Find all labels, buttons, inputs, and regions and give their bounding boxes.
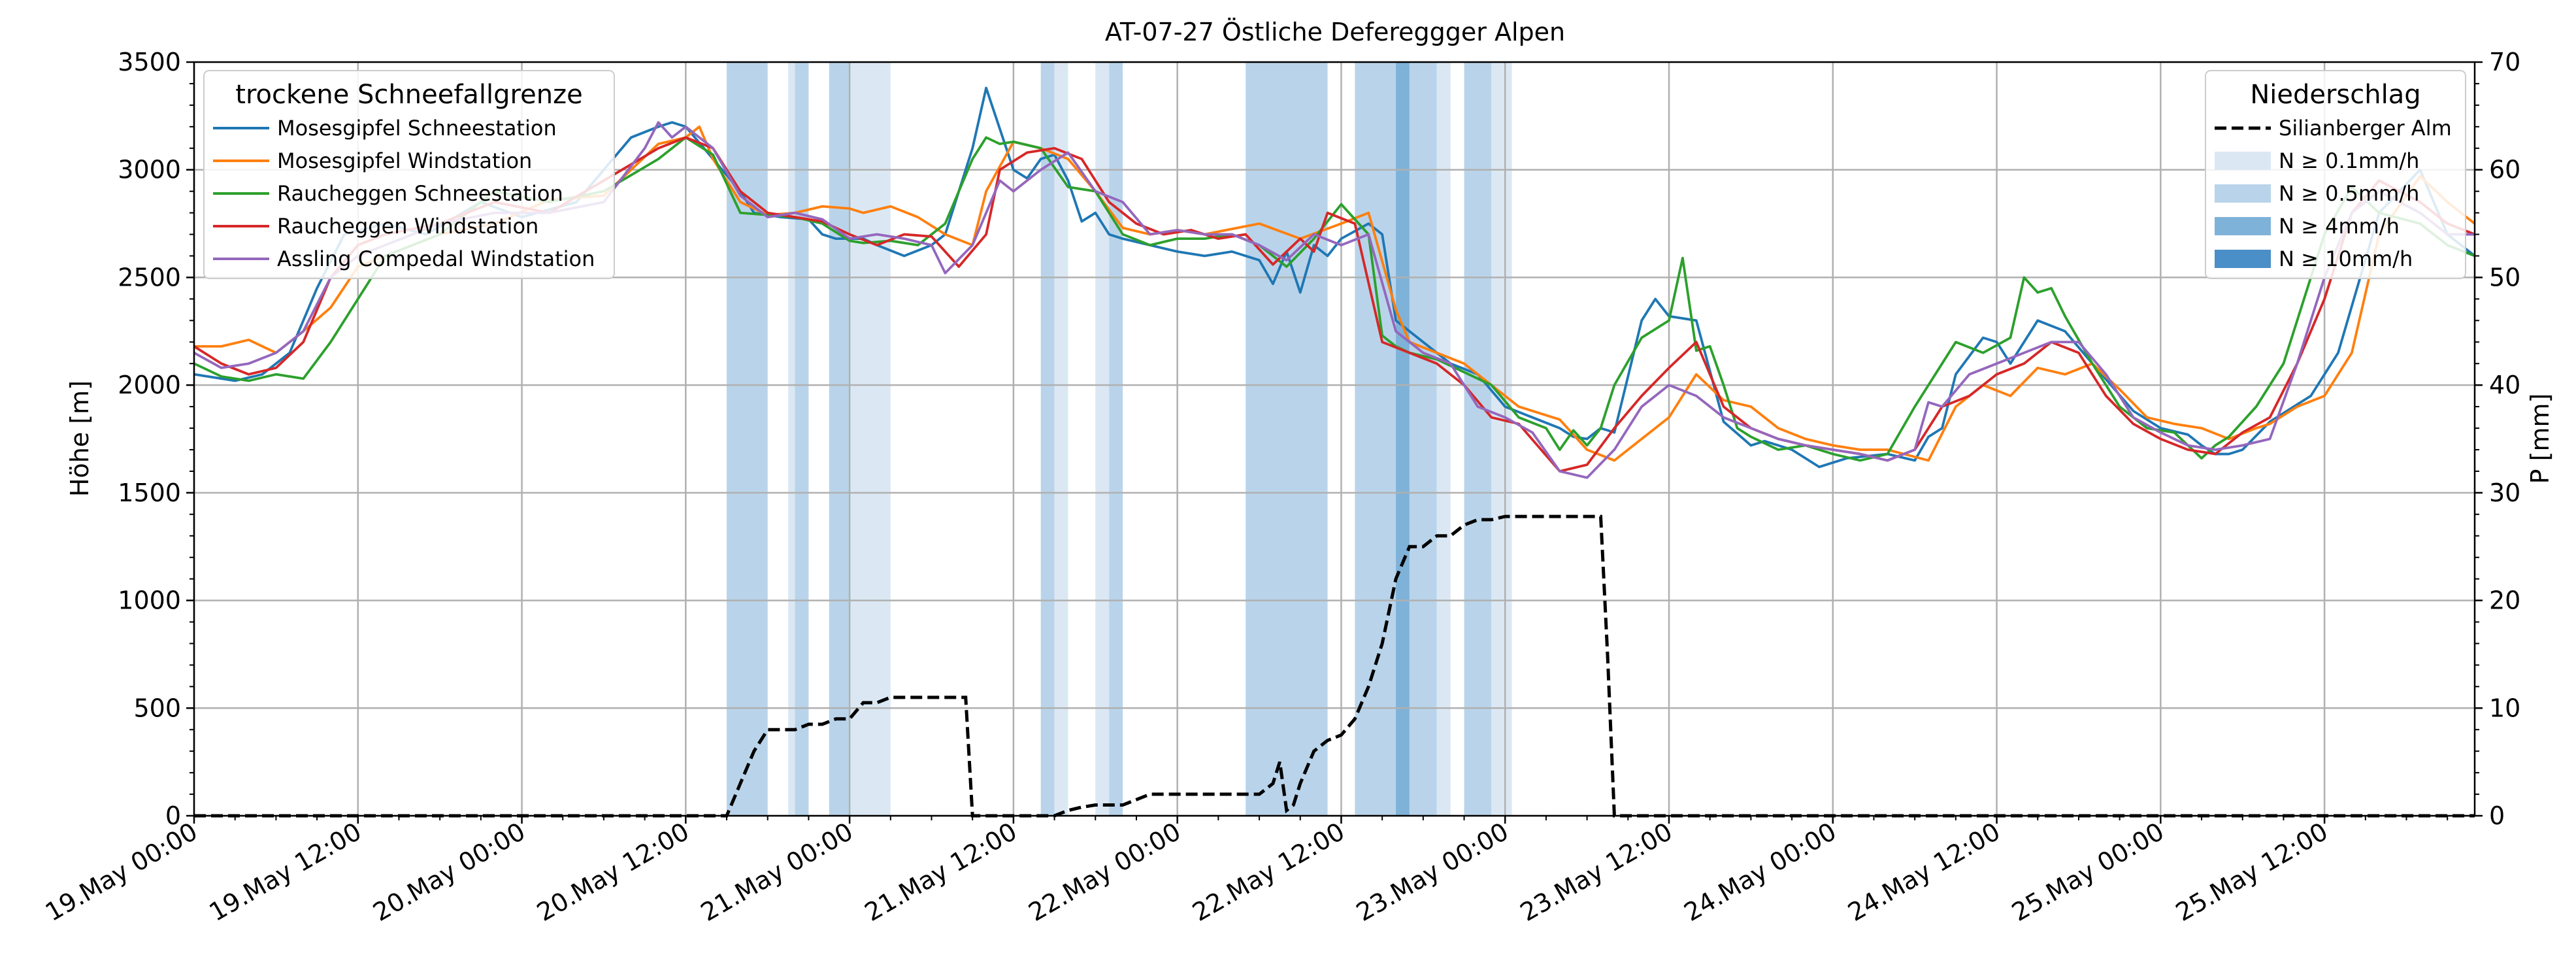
- precip-band: [1491, 62, 1512, 816]
- precip-band: [829, 62, 850, 816]
- precip-band: [1040, 62, 1055, 816]
- precip-band: [795, 62, 809, 816]
- legend-title-precip: Niederschlag: [2250, 80, 2420, 110]
- precip-band: [1409, 62, 1437, 816]
- y-tick-label-right: 0: [2489, 801, 2505, 830]
- precip-band: [1396, 62, 1410, 816]
- precip-band: [850, 62, 891, 816]
- precip-band: [1436, 62, 1451, 816]
- precip-band: [1109, 62, 1123, 816]
- snowline-series: [193, 86, 2476, 479]
- legend-label: Raucheggen Schneestation: [277, 181, 563, 206]
- series-line-raucheggen-schneestation: [193, 136, 2475, 462]
- y-tick-label-left: 3000: [118, 156, 181, 184]
- y-tick-label-left: 3500: [118, 48, 181, 76]
- y-tick-label-left: 1500: [118, 478, 181, 507]
- y-tick-label-right: 20: [2489, 586, 2520, 615]
- legend-box-snowline: [203, 70, 615, 279]
- series-line-raucheggen-windstation: [193, 136, 2475, 473]
- y-tick-label-left: 2500: [118, 263, 181, 292]
- series-line-mosesgipfel-schneestation: [193, 86, 2476, 469]
- precip-band: [1095, 62, 1110, 816]
- precip-band: [1355, 62, 1396, 816]
- y-tick-label-left: 1000: [118, 586, 181, 615]
- legend-snowline: trockene Schneefallgrenze Mosesgipfel Sch…: [203, 70, 615, 279]
- legend-swatch-band: [2215, 250, 2271, 268]
- y-tick-label-right: 50: [2489, 263, 2520, 292]
- y-tick-label-left: 500: [133, 694, 181, 722]
- y-tick-label-left: 2000: [118, 371, 181, 399]
- precip-line-silianberger-alm: [194, 514, 2475, 818]
- legend-label: N ≥ 10mm/h: [2279, 246, 2413, 271]
- legend-swatch-band: [2215, 184, 2271, 203]
- precipitation-bands: [727, 62, 1512, 816]
- chart-title: AT-07-27 Östliche Defereggger Alpen: [1105, 18, 1565, 46]
- legend-label: Assling Compedal Windstation: [277, 246, 595, 271]
- legend-swatch-band: [2215, 217, 2271, 235]
- legend-label: N ≥ 0.5mm/h: [2279, 181, 2419, 206]
- legend-label: Mosesgipfel Schneestation: [277, 116, 557, 141]
- y-tick-label-right: 70: [2489, 48, 2520, 76]
- precip-band: [1246, 62, 1328, 816]
- plot-frame: [193, 61, 2476, 817]
- legend-label: N ≥ 0.1mm/h: [2279, 148, 2419, 173]
- series-line-assling-compedal-windstation: [193, 121, 2475, 479]
- y-tick-label-right: 40: [2489, 371, 2520, 399]
- legend-title-snowline: trockene Schneefallgrenze: [235, 80, 582, 110]
- legend-label: Mosesgipfel Windstation: [277, 148, 532, 173]
- y-tick-label-right: 60: [2489, 156, 2520, 184]
- y-tick-label-right: 30: [2489, 478, 2520, 507]
- legend-label: Silianberger Alm: [2279, 116, 2452, 141]
- precip-band: [1054, 62, 1068, 816]
- legend-label: N ≥ 4mm/h: [2279, 214, 2400, 239]
- precip-band: [788, 62, 795, 816]
- legend-label: Raucheggen Windstation: [277, 214, 538, 239]
- y-axis-label-left: Höhe [m]: [65, 380, 94, 497]
- precip-band: [1464, 62, 1492, 816]
- y-tick-label-right: 10: [2489, 694, 2520, 722]
- y-tick-label-left: 0: [165, 801, 181, 830]
- precipitation-line: [194, 514, 2475, 818]
- precip-band: [727, 62, 768, 816]
- y-axis-label-right: P [mm]: [2526, 394, 2554, 484]
- legend-swatch-band: [2215, 152, 2271, 170]
- legend-precipitation: Niederschlag Silianberger Alm N ≥ 0.1mm/h N…: [2205, 70, 2466, 279]
